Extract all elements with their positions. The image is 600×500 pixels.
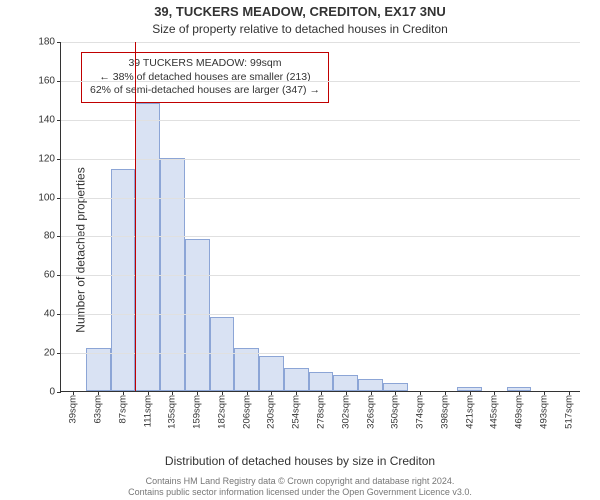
- x-tick-label: 517sqm: [563, 395, 574, 429]
- chart-subtitle: Size of property relative to detached ho…: [0, 22, 600, 36]
- y-tick-label: 180: [38, 37, 55, 48]
- x-tick-label: 135sqm: [167, 395, 178, 429]
- page-title: 39, TUCKERS MEADOW, CREDITON, EX17 3NU: [0, 4, 600, 19]
- x-tick-label: 374sqm: [415, 395, 426, 429]
- callout-line-3: 62% of semi-detached houses are larger (…: [90, 84, 320, 98]
- y-tick-label: 40: [44, 309, 55, 320]
- callout-line-2: ← 38% of detached houses are smaller (21…: [90, 71, 320, 85]
- marker-line: [135, 42, 136, 391]
- gridline-h: [61, 159, 580, 160]
- gridline-h: [61, 275, 580, 276]
- x-tick-label: 254sqm: [291, 395, 302, 429]
- x-tick-label: 159sqm: [192, 395, 203, 429]
- marker-callout: 39 TUCKERS MEADOW: 99sqm ← 38% of detach…: [81, 52, 329, 103]
- y-tick-label: 80: [44, 231, 55, 242]
- bar: [86, 348, 111, 391]
- x-tick-label: 206sqm: [241, 395, 252, 429]
- y-tick-label: 120: [38, 153, 55, 164]
- y-tick-label: 100: [38, 192, 55, 203]
- y-tick-label: 20: [44, 348, 55, 359]
- bar: [234, 348, 259, 391]
- y-tick-mark: [57, 275, 61, 276]
- footer-line-1: Contains HM Land Registry data © Crown c…: [0, 476, 600, 487]
- x-tick-label: 182sqm: [216, 395, 227, 429]
- x-tick-label: 278sqm: [316, 395, 327, 429]
- y-tick-mark: [57, 392, 61, 393]
- x-tick-label: 111sqm: [142, 395, 153, 427]
- bar: [259, 356, 284, 391]
- bar: [309, 372, 334, 391]
- gridline-h: [61, 314, 580, 315]
- footer-line-2: Contains public sector information licen…: [0, 487, 600, 498]
- y-tick-label: 140: [38, 114, 55, 125]
- gridline-h: [61, 42, 580, 43]
- gridline-h: [61, 120, 580, 121]
- y-tick-mark: [57, 236, 61, 237]
- x-tick-label: 63sqm: [93, 395, 104, 424]
- x-tick-label: 302sqm: [340, 395, 351, 429]
- chart-plot-area: 39 TUCKERS MEADOW: 99sqm ← 38% of detach…: [60, 42, 580, 392]
- y-tick-mark: [57, 42, 61, 43]
- callout-line-1: 39 TUCKERS MEADOW: 99sqm: [90, 57, 320, 71]
- bar: [135, 103, 160, 391]
- bar: [358, 379, 383, 391]
- x-axis-label: Distribution of detached houses by size …: [0, 454, 600, 468]
- x-tick-label: 445sqm: [489, 395, 500, 429]
- x-tick-label: 421sqm: [464, 395, 475, 429]
- y-tick-mark: [57, 353, 61, 354]
- y-tick-mark: [57, 120, 61, 121]
- gridline-h: [61, 353, 580, 354]
- bar: [160, 158, 185, 391]
- x-tick-label: 326sqm: [365, 395, 376, 429]
- x-tick-label: 493sqm: [538, 395, 549, 429]
- y-tick-mark: [57, 198, 61, 199]
- gridline-h: [61, 236, 580, 237]
- gridline-h: [61, 81, 580, 82]
- gridline-h: [61, 198, 580, 199]
- y-tick-label: 160: [38, 75, 55, 86]
- x-tick-label: 398sqm: [439, 395, 450, 429]
- x-tick-label: 87sqm: [117, 395, 128, 424]
- bar: [333, 375, 358, 391]
- bar: [111, 169, 136, 391]
- x-tick-label: 230sqm: [266, 395, 277, 429]
- chart-footer: Contains HM Land Registry data © Crown c…: [0, 476, 600, 499]
- x-tick-label: 39sqm: [68, 395, 79, 424]
- y-tick-mark: [57, 159, 61, 160]
- y-tick-mark: [57, 314, 61, 315]
- bar: [383, 383, 408, 391]
- x-tick-label: 469sqm: [514, 395, 525, 429]
- y-tick-mark: [57, 81, 61, 82]
- bar: [284, 368, 309, 391]
- y-tick-label: 60: [44, 270, 55, 281]
- y-tick-label: 0: [49, 387, 55, 398]
- x-tick-label: 350sqm: [390, 395, 401, 429]
